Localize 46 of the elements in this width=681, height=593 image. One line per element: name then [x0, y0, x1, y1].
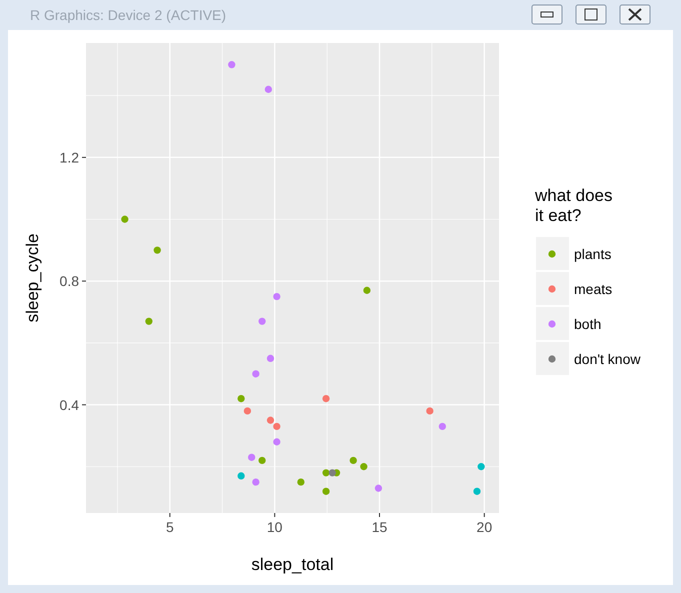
- point: [363, 286, 371, 294]
- point: [322, 394, 330, 402]
- x-tick-label: 15: [372, 519, 388, 535]
- legend-label: meats: [574, 281, 612, 297]
- point: [252, 370, 260, 378]
- point: [258, 456, 266, 464]
- point: [266, 354, 274, 362]
- y-tick-label: 0.8: [60, 273, 80, 290]
- x-axis-title: sleep_total: [251, 555, 334, 574]
- point: [273, 292, 280, 300]
- point: [266, 416, 274, 424]
- point: [228, 61, 236, 68]
- point: [360, 463, 368, 470]
- legend-label: both: [574, 316, 602, 332]
- legend-label: don't know: [574, 351, 642, 367]
- x-tick-label: 20: [476, 519, 492, 535]
- x-tick-label: 5: [166, 519, 174, 535]
- point: [473, 488, 481, 495]
- point: [350, 456, 357, 464]
- y-axis-title: sleep_cycle: [23, 234, 42, 322]
- point: [121, 216, 128, 223]
- point: [244, 407, 252, 415]
- point: [426, 407, 434, 415]
- point: [478, 463, 485, 470]
- point: [328, 469, 336, 476]
- point: [252, 478, 260, 486]
- point: [238, 394, 245, 402]
- point: [438, 422, 446, 430]
- text: R Graphics: Device 2 (ACTIVE): [30, 7, 226, 23]
- point: [273, 422, 280, 430]
- point: [322, 469, 330, 476]
- point: [154, 246, 161, 254]
- point: [258, 318, 266, 325]
- point: [374, 484, 382, 492]
- point: [238, 472, 245, 480]
- legend-label: plants: [574, 246, 612, 262]
- x-tick-label: 10: [266, 519, 283, 535]
- point: [145, 318, 152, 325]
- y-tick-label: 1.2: [60, 149, 80, 166]
- point: [297, 478, 304, 486]
- point: [273, 438, 280, 446]
- point: [264, 86, 272, 93]
- y-tick-label: 0.4: [60, 396, 80, 413]
- point: [322, 488, 330, 495]
- legend-title: what does it eat?: [534, 186, 612, 225]
- point: [248, 454, 256, 461]
